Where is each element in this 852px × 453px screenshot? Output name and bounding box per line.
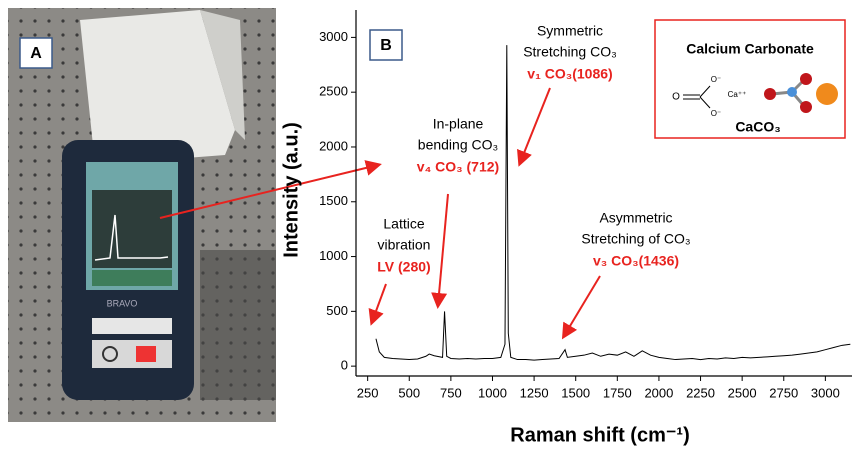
annotation: v₄ CO₃ (712): [417, 159, 499, 175]
x-tick-label: 1750: [603, 385, 632, 400]
x-tick-label: 500: [398, 385, 420, 400]
atom-label: O⁻: [711, 109, 721, 118]
annotation: Symmetric: [537, 23, 603, 39]
device-label: BRAVO: [107, 298, 138, 308]
annotation: Stretching of CO₃: [581, 231, 690, 247]
annotation: Lattice: [383, 216, 424, 232]
y-tick-label: 500: [326, 303, 348, 318]
atom-label: O⁻: [711, 75, 721, 84]
x-tick-label: 2250: [686, 385, 715, 400]
inset-formula: CaCO₃: [735, 119, 780, 135]
x-tick-label: 2750: [769, 385, 798, 400]
spectrum-line: [375, 45, 851, 361]
y-tick-label: 1000: [319, 248, 348, 263]
annotation: LV (280): [377, 259, 430, 275]
annotation: vibration: [378, 237, 431, 253]
annotation: Stretching CO₃: [523, 44, 617, 60]
panel-label: B: [380, 37, 392, 54]
x-tick-label: 3000: [811, 385, 840, 400]
y-tick-label: 3000: [319, 29, 348, 44]
x-tick-label: 2500: [728, 385, 757, 400]
atom-label: O: [672, 92, 680, 103]
x-tick-label: 1250: [520, 385, 549, 400]
annotation: In-plane: [433, 116, 484, 132]
x-tick-label: 2000: [644, 385, 673, 400]
x-tick-label: 750: [440, 385, 462, 400]
x-tick-label: 250: [357, 385, 379, 400]
x-tick-label: 1500: [561, 385, 590, 400]
ion-label: Ca⁺⁺: [728, 90, 747, 99]
panel-label-box: [369, 29, 403, 61]
ball-model: [764, 73, 838, 113]
y-tick-label: 2000: [319, 138, 348, 153]
y-tick-label: 0: [341, 358, 348, 373]
bonds: [683, 85, 711, 109]
x-tick-label: 1000: [478, 385, 507, 400]
y-tick-label: 1500: [319, 193, 348, 208]
photo: BRAVO: [8, 8, 276, 422]
annotation: v₁ CO₃(1086): [527, 66, 612, 82]
annotation: Asymmetric: [599, 210, 672, 226]
y-axis-label: Intensity (a.u.): [280, 122, 302, 258]
annotation-arrows: [368, 87, 601, 340]
annotation: v₃ CO₃(1436): [593, 253, 679, 269]
inset-box: [654, 19, 846, 139]
annotation: bending CO₃: [418, 137, 498, 153]
arrow: [159, 160, 382, 219]
inset-title: Calcium Carbonate: [686, 41, 814, 57]
panel-label: A: [30, 45, 42, 62]
y-tick-label: 2500: [319, 84, 348, 99]
plot: 250 500 750 1000 1250 1500 1750 2000 2250 2500 275…: [319, 10, 852, 400]
panel-label-box: [19, 37, 53, 69]
x-axis-label: Raman shift (cm⁻¹): [510, 424, 689, 446]
